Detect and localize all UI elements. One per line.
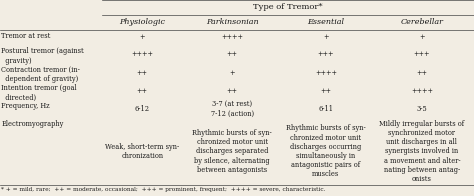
Text: 3-5: 3-5	[417, 105, 427, 113]
Text: Physiologic: Physiologic	[119, 18, 165, 26]
Text: 6-12: 6-12	[135, 105, 150, 113]
Text: Contraction tremor (in-
  dependent of gravity): Contraction tremor (in- dependent of gra…	[1, 66, 80, 83]
Text: Electromyography: Electromyography	[1, 120, 64, 128]
Text: Weak, short-term syn-
chronization: Weak, short-term syn- chronization	[105, 143, 179, 160]
Text: Cerebellar: Cerebellar	[401, 18, 443, 26]
Text: Intention tremor (goal
  directed): Intention tremor (goal directed)	[1, 84, 77, 102]
Text: ++++: ++++	[131, 50, 153, 58]
Text: +++: +++	[318, 50, 334, 58]
Text: +: +	[323, 33, 328, 41]
Text: Tremor at rest: Tremor at rest	[1, 32, 51, 40]
Text: +: +	[419, 33, 425, 41]
Text: Mildly irregular bursts of
synchronized motor
unit discharges in all
synergists : Mildly irregular bursts of synchronized …	[379, 120, 465, 183]
Text: ++: ++	[227, 50, 238, 58]
Text: 6-11: 6-11	[319, 105, 333, 113]
Text: +: +	[229, 69, 235, 77]
Text: Frequency, Hz: Frequency, Hz	[1, 102, 50, 110]
Text: ++: ++	[320, 87, 331, 95]
Text: * + = mild, rare;  ++ = moderate, occasional;  +++ = prominent, frequent;  ++++ : * + = mild, rare; ++ = moderate, occasio…	[1, 187, 326, 192]
Text: Essential: Essential	[307, 18, 345, 26]
Text: ++: ++	[137, 87, 148, 95]
Text: Rhythmic bursts of syn-
chronized motor unit
discharges occurring
simultaneously: Rhythmic bursts of syn- chronized motor …	[286, 124, 366, 178]
Text: +++: +++	[414, 50, 430, 58]
Text: ++++: ++++	[411, 87, 433, 95]
Text: Rhythmic bursts of syn-
chronized motor unit
discharges separated
by silence, al: Rhythmic bursts of syn- chronized motor …	[192, 129, 272, 174]
Text: Postural tremor (against
  gravity): Postural tremor (against gravity)	[1, 47, 84, 64]
Text: +: +	[139, 33, 145, 41]
Text: Type of Tremor*: Type of Tremor*	[253, 3, 323, 11]
Text: ++++: ++++	[315, 69, 337, 77]
Text: Parkinsonian: Parkinsonian	[206, 18, 259, 26]
Text: ++: ++	[416, 69, 428, 77]
Text: ++: ++	[227, 87, 238, 95]
Text: 3-7 (at rest)
7-12 (action): 3-7 (at rest) 7-12 (action)	[211, 100, 254, 117]
Text: ++++: ++++	[221, 33, 243, 41]
Text: ++: ++	[137, 69, 148, 77]
